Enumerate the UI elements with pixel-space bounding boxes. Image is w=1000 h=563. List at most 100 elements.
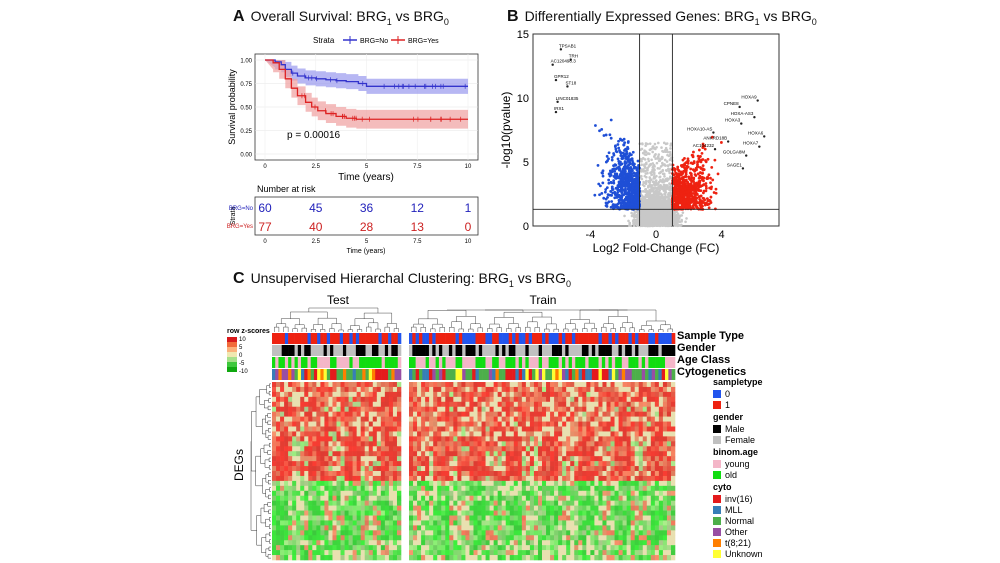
heatmap-cell	[368, 441, 374, 447]
annotation-cell	[352, 369, 357, 380]
annotation-cell	[323, 333, 328, 344]
annotation-cell	[538, 333, 543, 344]
ns-point	[679, 214, 682, 218]
annotation-cell	[458, 333, 463, 344]
dendrogram-branch	[313, 324, 323, 330]
heatmap-cell	[320, 480, 325, 487]
legend-label-no: BRG=No	[360, 38, 388, 45]
up-point	[710, 165, 714, 169]
annotation-cell	[532, 369, 536, 380]
annotation-cell	[281, 333, 286, 344]
heatmap-cell	[380, 461, 386, 467]
annotation-cell	[575, 345, 579, 356]
heatmap-cell	[320, 471, 325, 477]
heatmap-cell	[320, 475, 325, 482]
annotation-cell	[585, 369, 589, 380]
heatmap-cell	[388, 510, 394, 516]
heatmap-cell	[316, 426, 321, 432]
heatmap-cell	[332, 480, 337, 487]
annotation-cell	[445, 357, 450, 368]
down-point	[593, 193, 597, 197]
heatmap-cell	[384, 421, 390, 427]
y-tick-label: 0.50	[240, 106, 252, 112]
heatmap-cell	[336, 406, 341, 412]
heatmap-cell	[324, 461, 329, 467]
heatmap-cell	[332, 382, 337, 388]
heatmap-cell	[376, 406, 382, 412]
heatmap-cell	[324, 436, 329, 442]
heatmap-cell	[288, 401, 293, 408]
heatmap-cell	[332, 426, 337, 432]
down-point	[614, 186, 618, 190]
ns-point	[662, 220, 666, 224]
annotation-cell	[365, 369, 370, 380]
ns-point	[648, 202, 652, 206]
heatmap-cell	[368, 471, 374, 477]
heatmap-cell	[280, 466, 285, 472]
down-point	[607, 178, 611, 182]
heatmap-cell	[336, 411, 341, 417]
annotation-cell	[588, 369, 593, 380]
heatmap-cell	[384, 466, 390, 472]
annotation-cell	[478, 333, 483, 344]
annotation-cell	[362, 369, 366, 380]
down-point	[600, 192, 604, 195]
heatmap-cell	[384, 411, 390, 417]
gene-label: TRH	[569, 54, 578, 59]
heatmap-cell	[328, 411, 333, 417]
annotation-cell	[442, 333, 446, 344]
ns-point	[675, 215, 679, 219]
heatmap-cell	[360, 475, 366, 482]
heatmap-cell	[356, 446, 361, 452]
annotation-cell	[598, 333, 603, 344]
annotation-cell	[588, 357, 593, 368]
heatmap-cell	[392, 421, 398, 427]
heatmap-cell	[292, 411, 297, 417]
heatmap-cell	[388, 490, 394, 497]
heatmap-cell	[392, 426, 398, 432]
ns-point	[650, 188, 653, 191]
heatmap-cell	[316, 431, 321, 437]
annotation-cell	[428, 369, 433, 380]
annotation-cell	[428, 357, 433, 368]
annotation-cell	[339, 333, 344, 344]
heatmap-cell	[396, 416, 402, 422]
down-point	[610, 158, 614, 162]
down-point	[616, 143, 620, 146]
annotation-cell	[346, 369, 350, 380]
annotation-cell	[409, 333, 413, 344]
up-point	[678, 196, 682, 199]
annotation-cell	[578, 345, 583, 356]
heatmap-cell	[396, 406, 402, 412]
down-point	[627, 160, 631, 163]
down-point	[614, 177, 618, 180]
down-point	[624, 205, 627, 209]
heatmap-cell	[392, 396, 398, 403]
ns-point	[664, 146, 668, 150]
heatmap-cell	[320, 451, 325, 457]
heatmap-cell	[312, 480, 317, 487]
down-point	[629, 153, 633, 157]
annotation-cell	[320, 357, 324, 368]
heatmap-cell	[284, 441, 289, 447]
x-axis-label: Time (years)	[338, 172, 394, 183]
ns-point	[641, 215, 644, 219]
heatmap-cell	[368, 436, 374, 442]
heatmap-cell	[380, 386, 386, 393]
heatmap-cell	[324, 480, 329, 487]
ns-point	[657, 214, 660, 218]
up-point	[705, 197, 709, 201]
heatmap-cell	[312, 495, 317, 501]
survival-chart: Strata BRG=No BRG=Yes 0.000.250.500.751.…	[227, 36, 479, 183]
heatmap-cell	[288, 451, 293, 457]
heatmap-cell	[380, 456, 386, 462]
annotation-cell	[475, 357, 480, 368]
heatmap-cell	[364, 456, 370, 462]
ns-point	[632, 224, 636, 227]
heatmap-cell	[360, 396, 366, 403]
heatmap-cell	[296, 406, 301, 412]
down-point	[618, 194, 622, 198]
heatmap-cell	[324, 515, 329, 521]
annotation-cell	[661, 345, 666, 356]
heatmap-cell	[336, 426, 341, 432]
